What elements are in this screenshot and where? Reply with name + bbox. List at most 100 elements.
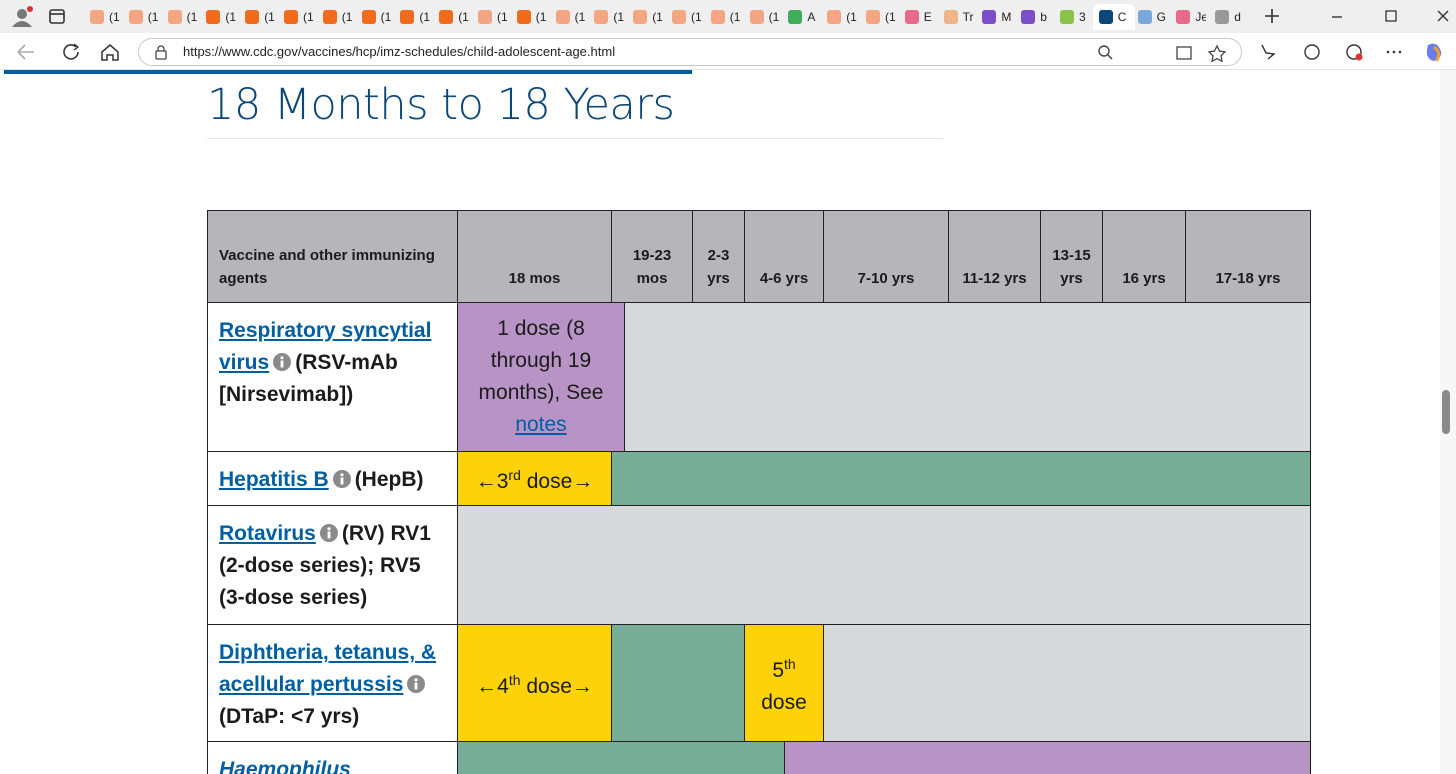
tab-icon — [400, 10, 415, 24]
tab-label: (1 — [419, 10, 431, 24]
tab-icon — [284, 10, 298, 24]
vaccine-detail: (RSV-mAb [Nirsevimab]) — [219, 351, 398, 406]
tab-icon — [788, 10, 803, 24]
tab-label: A — [807, 10, 816, 24]
tab[interactable]: (1 — [200, 4, 236, 30]
tabbar-controls[interactable] — [1262, 6, 1452, 28]
tab[interactable]: (1 — [627, 4, 663, 30]
column-header: 13-15 yrs — [1040, 210, 1103, 303]
address-bar: https://www.cdc.gov/vaccines/hcp/imz-sch… — [0, 33, 1456, 70]
tab[interactable]: G — [1132, 4, 1168, 30]
tab[interactable]: (1 — [278, 4, 314, 30]
row-label: Diphtheria, tetanus, & acellular pertuss… — [207, 624, 458, 742]
tab[interactable]: (1 — [821, 4, 857, 30]
tab-label: (1 — [846, 10, 857, 24]
vaccine-detail: (RV) RV1 (2-dose series); RV5 (3-dose se… — [219, 522, 431, 609]
tab-label: (1 — [458, 10, 469, 24]
toolbar-icons[interactable] — [1258, 41, 1450, 63]
url-text: https://www.cdc.gov/vaccines/hcp/imz-sch… — [183, 44, 616, 59]
tab[interactable]: M — [976, 4, 1012, 30]
tab[interactable]: (1 — [84, 4, 120, 30]
tab-label: d — [1234, 10, 1241, 24]
tab-label: Tr — [962, 10, 974, 24]
vaccine-detail: (DTaP: <7 yrs) — [219, 705, 360, 728]
tab-bar: (1 (1 (1 (1 (1 (1 (1 (1 (1 (1 (1 (1 (1 (1 (1 (1 (1 (1 A (1 (… — [0, 0, 1456, 33]
schedule-cell — [823, 624, 1311, 742]
tab-label: (1 — [768, 10, 780, 24]
tab[interactable]: (1 — [394, 4, 430, 30]
info-icon[interactable] — [273, 353, 292, 371]
tab-label: G — [1156, 10, 1166, 24]
column-header: 17-18 yrs — [1185, 210, 1311, 303]
tab-label: (1 — [497, 10, 508, 24]
window-controls[interactable] — [8, 5, 68, 29]
cell-main: ←4 — [476, 674, 509, 698]
vaccine-link[interactable]: Rotavirus — [219, 522, 316, 545]
scrollbar-thumb[interactable] — [1442, 390, 1450, 434]
tab[interactable]: Tr — [938, 4, 974, 30]
tab-label: Je — [1195, 10, 1207, 24]
tab[interactable]: d — [1209, 4, 1245, 30]
url-field[interactable]: https://www.cdc.gov/vaccines/hcp/imz-sch… — [138, 38, 1242, 66]
tab[interactable]: (1 — [705, 4, 741, 30]
info-icon[interactable] — [407, 675, 426, 693]
column-header: 7-10 yrs — [823, 210, 949, 303]
tab-label: E — [923, 10, 932, 24]
column-header: 11-12 yrs — [948, 210, 1041, 303]
schedule-cell — [611, 624, 745, 742]
tab-label: (1 — [109, 10, 120, 24]
nav-buttons[interactable] — [14, 41, 124, 63]
tab-label: (1 — [691, 10, 702, 24]
tab[interactable]: (1 — [162, 4, 198, 30]
info-icon[interactable] — [319, 524, 338, 542]
tab[interactable]: (1 — [239, 4, 275, 30]
notes-link[interactable]: notes — [515, 413, 567, 436]
info-icon[interactable] — [332, 470, 351, 488]
tab-label: (1 — [574, 10, 586, 24]
tab-label: (1 — [303, 10, 314, 24]
tab-icon — [439, 10, 454, 24]
tab[interactable]: Je — [1170, 4, 1206, 30]
tab[interactable]: (1 — [550, 4, 586, 30]
vaccine-detail: (HepB) — [354, 468, 424, 491]
tab[interactable]: (1 — [356, 4, 392, 30]
schedule-cell: 1 dose (8 through 19 months), See notes — [457, 302, 625, 452]
tab[interactable]: (1 — [860, 4, 896, 30]
address-actions[interactable] — [1097, 44, 1237, 62]
tab-icon — [1137, 10, 1152, 24]
vaccine-link[interactable]: Diphtheria, tetanus, & acellular pertuss… — [219, 641, 437, 696]
cell-after: dose — [761, 690, 807, 714]
tab-label: (1 — [885, 10, 896, 24]
tab[interactable]: (1 — [666, 4, 702, 30]
vaccine-link[interactable]: Respiratory syncytial virus — [219, 319, 432, 374]
tab[interactable]: (1 — [511, 4, 547, 30]
tab[interactable]: (1 — [472, 4, 508, 30]
cell-text: ←4th dose→ — [476, 664, 593, 703]
tab-label: (1 — [535, 10, 547, 24]
cell-main: ←3 — [475, 470, 509, 493]
tab[interactable]: (1 — [744, 4, 780, 30]
tab[interactable]: (1 — [588, 4, 624, 30]
tab-label: (1 — [147, 10, 159, 24]
row-label: Hepatitis B (HepB) — [207, 451, 458, 506]
tab-label: (1 — [264, 10, 275, 24]
tab[interactable]: b — [1015, 4, 1051, 30]
tab-icon — [128, 10, 143, 24]
tab[interactable]: (1 — [123, 4, 159, 30]
tab[interactable]: C — [1092, 4, 1135, 30]
tab[interactable]: 3 — [1054, 4, 1090, 30]
load-progress — [4, 70, 692, 74]
vaccine-link[interactable]: Haemophilus — [219, 758, 351, 774]
cell-main: 1 dose (8 through 19 months), See — [478, 317, 604, 404]
tab[interactable]: (1 — [317, 4, 353, 30]
tab[interactable]: (1 — [433, 4, 469, 30]
tab[interactable]: A — [782, 4, 818, 30]
tab-icon — [827, 10, 842, 24]
cell-sup: th — [508, 671, 521, 688]
vaccine-link[interactable]: Hepatitis B — [219, 468, 329, 491]
tab-label: (1 — [225, 10, 237, 24]
cell-after: dose→ — [520, 470, 594, 493]
tab[interactable]: E — [899, 4, 935, 30]
tab-icon — [555, 10, 570, 24]
